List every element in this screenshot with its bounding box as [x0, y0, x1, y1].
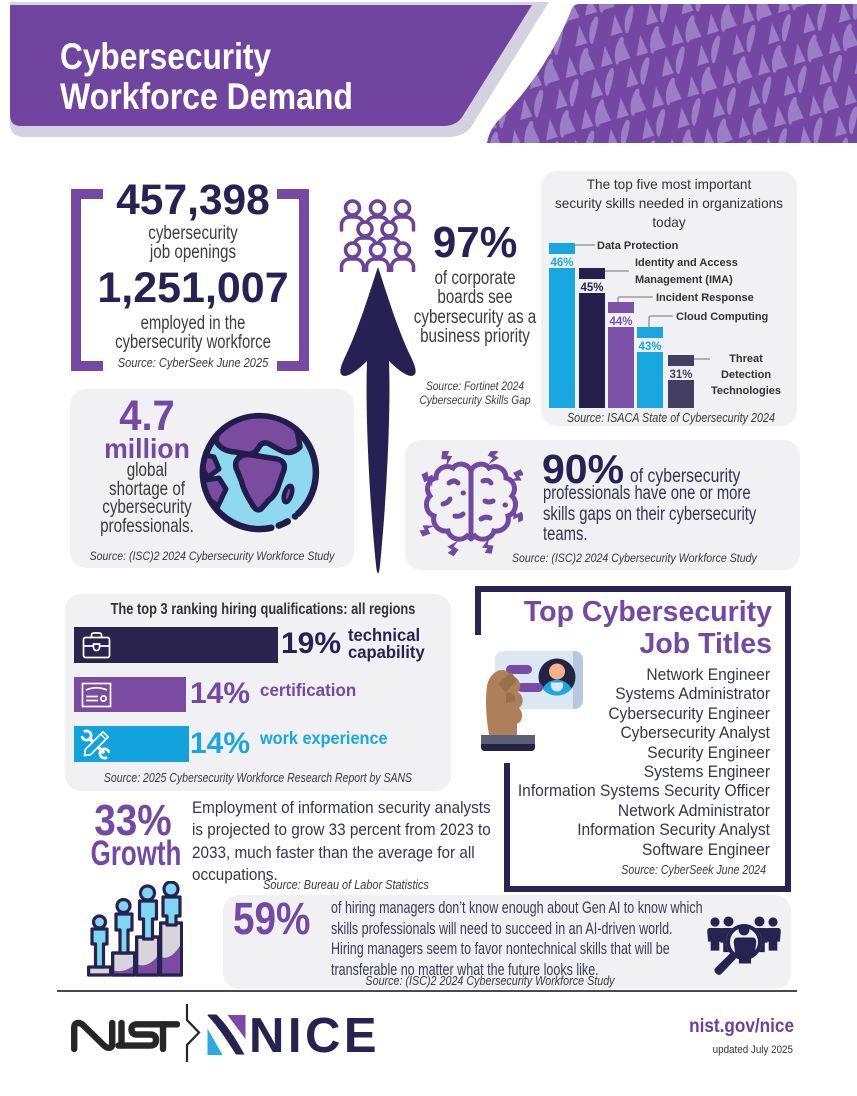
svg-text:Cloud Computing: Cloud Computing — [676, 311, 768, 323]
svg-text:31%: 31% — [669, 369, 692, 381]
svg-text:Cybersecurity: Cybersecurity — [60, 36, 271, 77]
svg-text:NICE: NICE — [249, 1014, 379, 1056]
svg-text:Identity and Access: Identity and Access — [635, 257, 738, 269]
svg-text:45%: 45% — [580, 282, 603, 294]
svg-text:44%: 44% — [609, 316, 632, 328]
svg-text:43%: 43% — [638, 341, 661, 353]
svg-text:Threat: Threat — [729, 353, 763, 365]
svg-text:Source: ISACA State of Cyberse: Source: ISACA State of Cybersecurity 202… — [567, 411, 775, 425]
svg-text:Workforce Demand: Workforce Demand — [60, 76, 353, 117]
svg-text:Detection: Detection — [721, 369, 771, 381]
svg-text:46%: 46% — [550, 257, 573, 269]
svg-text:Management (IMA): Management (IMA) — [635, 274, 733, 286]
svg-text:Incident Response: Incident Response — [656, 292, 754, 304]
svg-text:Data Protection: Data Protection — [597, 240, 679, 252]
svg-text:Technologies: Technologies — [711, 385, 781, 397]
